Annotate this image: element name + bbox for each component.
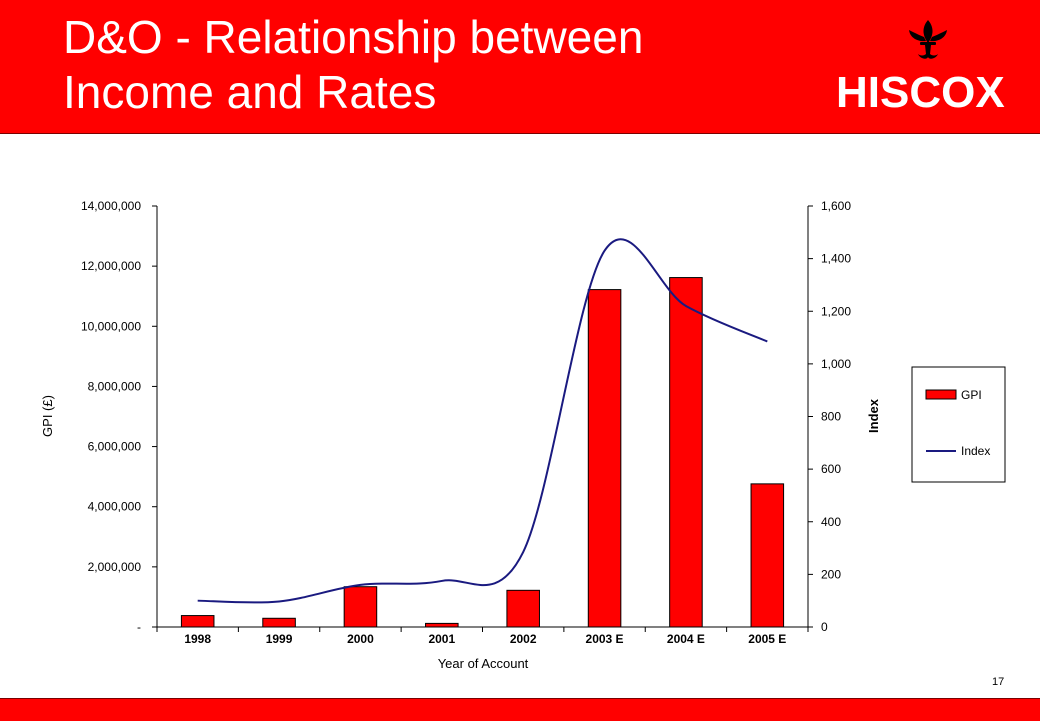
gpi-bar bbox=[506, 589, 540, 628]
y2-tick-label: 1,000 bbox=[821, 357, 851, 371]
gpi-bar bbox=[262, 617, 296, 628]
gpi-bar bbox=[425, 622, 459, 628]
footer-bar bbox=[0, 698, 1040, 721]
title-line-1: D&O - Relationship between bbox=[63, 11, 644, 63]
legend-gpi-label: GPI bbox=[961, 388, 982, 402]
fleur-de-lis-icon bbox=[909, 20, 947, 59]
y2-tick-label: 0 bbox=[821, 620, 828, 634]
logo-text: HISCOX bbox=[836, 68, 1005, 117]
page-title: D&O - Relationship between Income and Ra… bbox=[63, 10, 823, 120]
y2-tick-label: 1,400 bbox=[821, 252, 851, 266]
y-tick-label: 14,000,000 bbox=[81, 199, 141, 213]
gpi-bar bbox=[180, 615, 215, 628]
y-tick-label: 8,000,000 bbox=[88, 379, 142, 393]
legend-gpi-swatch bbox=[925, 389, 957, 400]
y-tick-label: 2,000,000 bbox=[88, 560, 142, 574]
y-tick-label: 4,000,000 bbox=[88, 500, 142, 514]
x-tick-label: 2004 E bbox=[667, 632, 705, 646]
gpi-index-chart: - 2,000,000 4,000,000 6,000,000 8,000,000 10,… bbox=[40, 199, 1006, 671]
gpi-bar bbox=[669, 277, 703, 628]
legend: GPI Index bbox=[911, 366, 1006, 483]
y2-tick-label: 200 bbox=[821, 567, 841, 581]
y-tick-label: 10,000,000 bbox=[81, 319, 141, 333]
page-number: 17 bbox=[992, 676, 1005, 688]
y2-tick-label: 400 bbox=[821, 515, 841, 529]
y2-tick-label: 1,200 bbox=[821, 304, 851, 318]
y2-tick-label: 800 bbox=[821, 410, 841, 424]
gpi-bar bbox=[587, 289, 622, 628]
y2-tick-label: 600 bbox=[821, 462, 841, 476]
legend-box bbox=[911, 366, 1006, 483]
y-axis-title: GPI (£) bbox=[40, 395, 55, 437]
x-tick-label: 1999 bbox=[266, 632, 293, 646]
y-tick-label: 12,000,000 bbox=[81, 259, 141, 273]
title-line-2: Income and Rates bbox=[63, 66, 437, 118]
gpi-bar bbox=[343, 586, 378, 628]
x-tick-label: 2005 E bbox=[748, 632, 786, 646]
y2-tick-label: 1,600 bbox=[821, 199, 851, 213]
x-tick-label: 2003 E bbox=[586, 632, 624, 646]
y-tick-label: - bbox=[137, 620, 141, 634]
legend-index-label: Index bbox=[961, 444, 990, 458]
y2-axis-title: Index bbox=[866, 398, 881, 433]
x-tick-label: 2000 bbox=[347, 632, 374, 646]
gpi-bar bbox=[750, 483, 785, 628]
header-bar: D&O - Relationship between Income and Ra… bbox=[0, 0, 1040, 134]
plot-area: - 2,000,000 4,000,000 6,000,000 8,000,000 10,… bbox=[81, 199, 851, 646]
x-axis-title: Year of Account bbox=[438, 656, 529, 671]
x-tick-label: 2002 bbox=[510, 632, 537, 646]
index-line bbox=[197, 238, 768, 604]
y-tick-label: 6,000,000 bbox=[88, 440, 142, 454]
hiscox-logo: HISCOX bbox=[830, 18, 1030, 118]
x-tick-label: 1998 bbox=[184, 632, 211, 646]
x-tick-label: 2001 bbox=[428, 632, 455, 646]
